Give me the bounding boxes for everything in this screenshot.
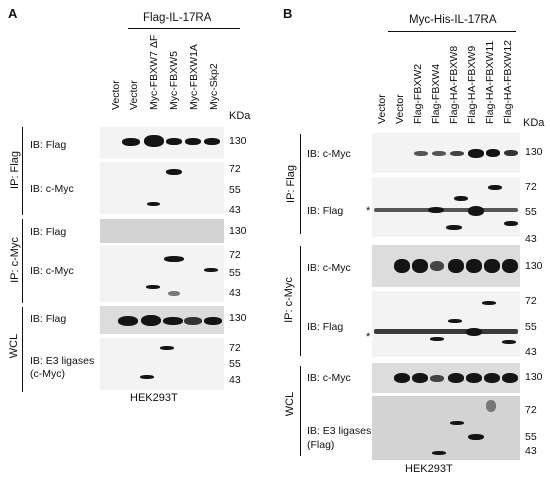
- blot-image: [100, 338, 224, 390]
- lane-label: Flag-FBXW4: [430, 63, 442, 124]
- group-label-wcl: WCL: [284, 391, 296, 417]
- mw-marker: 130: [229, 312, 247, 324]
- ib-label: IB: Flag: [30, 139, 67, 151]
- panel-b-lane-labels: Vector Vector Flag-FBXW2 Flag-FBXW4 Flag…: [374, 24, 534, 136]
- ib-label: IB: c-Myc: [307, 262, 351, 274]
- lane-label: Flag-HA-FBXW11: [484, 40, 496, 124]
- group-rule: [22, 307, 23, 392]
- mw-marker: 72: [525, 181, 537, 193]
- panel-b-construct: Myc-His-IL-17RA: [409, 14, 497, 26]
- panel-a-construct: Flag-IL-17RA: [143, 12, 212, 24]
- mw-marker: 130: [229, 225, 247, 237]
- mw-marker: 43: [229, 287, 241, 299]
- mw-marker: 130: [525, 146, 543, 158]
- mw-marker: 43: [525, 233, 537, 245]
- group-rule: [300, 246, 301, 356]
- panel-a-cell-line: HEK293T: [130, 392, 178, 404]
- lane-label: Flag-HA-FBXW12: [502, 39, 514, 124]
- lane-label: Vector: [376, 94, 388, 124]
- lane-label: Flag-HA-FBXW9: [466, 45, 478, 124]
- ib-label: IB: c-Myc: [30, 265, 74, 277]
- blot-image: [372, 291, 520, 357]
- group-rule: [22, 127, 23, 215]
- ib-label: IB: c-Myc: [307, 372, 351, 384]
- group-label-ip-flag: IP: Flag: [9, 151, 21, 189]
- panel-b-cell-line: HEK293T: [405, 463, 453, 475]
- mw-marker: 72: [525, 404, 537, 416]
- mw-marker: 130: [525, 260, 543, 272]
- nonspecific-star: *: [366, 205, 371, 217]
- blot-image: [372, 396, 520, 460]
- panel-b-kda: KDa: [523, 117, 545, 129]
- lane-label: Vector: [394, 94, 406, 124]
- mw-marker: 43: [229, 374, 241, 386]
- mw-marker: 72: [229, 249, 241, 261]
- ib-label: IB: Flag: [307, 321, 344, 333]
- blot-image: [100, 246, 224, 302]
- blot-image: [372, 177, 520, 237]
- group-rule: [300, 134, 301, 234]
- group-rule: [22, 219, 23, 303]
- panel-a-lane-labels: Vector Vector Myc-FBXW7 ΔF Myc-FBXW5 Myc…: [108, 10, 228, 122]
- ib-label: IB: E3 ligases: [30, 355, 95, 367]
- group-label-ip-flag: IP: Flag: [285, 165, 297, 203]
- ib-label: IB: Flag: [307, 205, 344, 217]
- mw-marker: 72: [229, 163, 241, 175]
- mw-marker: 130: [229, 135, 247, 147]
- ib-label-sub: (Flag): [307, 439, 335, 451]
- mw-marker: 43: [525, 445, 537, 457]
- ib-label-sub: (c-Myc): [30, 368, 65, 380]
- mw-marker: 72: [229, 342, 241, 354]
- lane-label: Vector: [128, 80, 140, 110]
- mw-marker: 43: [525, 346, 537, 358]
- lane-label: Myc-FBXW1A: [188, 44, 200, 110]
- nonspecific-star: *: [366, 331, 371, 343]
- mw-marker: 55: [525, 321, 537, 333]
- group-label-ip-cmyc: IP: c-Myc: [283, 277, 295, 323]
- blot-image: [372, 133, 520, 173]
- mw-marker: 55: [229, 358, 241, 370]
- lane-label: Vector: [110, 80, 122, 110]
- ib-label: IB: c-Myc: [307, 148, 351, 160]
- group-label-wcl: WCL: [8, 333, 20, 359]
- panel-b-construct-rule: [388, 31, 516, 32]
- ib-label: IB: Flag: [30, 226, 67, 238]
- panel-a-kda: KDa: [229, 110, 251, 122]
- lane-label: Flag-FBXW2: [412, 63, 424, 124]
- blot-image: [100, 219, 224, 243]
- mw-marker: 55: [229, 267, 241, 279]
- blot-image: [100, 306, 224, 334]
- ib-label: IB: Flag: [30, 313, 67, 325]
- panel-b-letter: B: [283, 6, 293, 21]
- panel-a-construct-rule: [128, 28, 240, 29]
- lane-label: Myc-FBXW7 ΔF: [148, 34, 160, 110]
- lane-label: Flag-HA-FBXW8: [448, 45, 460, 124]
- group-label-ip-cmyc: IP: c-Myc: [9, 237, 21, 283]
- mw-marker: 130: [525, 371, 543, 383]
- blot-image: [372, 245, 520, 287]
- mw-marker: 55: [525, 206, 537, 218]
- ib-label: IB: c-Myc: [30, 183, 74, 195]
- blot-image: [100, 162, 224, 214]
- lane-label: Myc-FBXW5: [168, 51, 180, 110]
- lane-label: Myc-Skp2: [208, 63, 220, 110]
- mw-marker: 43: [229, 204, 241, 216]
- blot-image: [372, 363, 520, 393]
- ib-label: IB: E3 ligases: [307, 425, 372, 437]
- mw-marker: 72: [525, 295, 537, 307]
- blot-image: [100, 127, 224, 159]
- mw-marker: 55: [229, 184, 241, 196]
- group-rule: [300, 366, 301, 456]
- mw-marker: 55: [525, 431, 537, 443]
- panel-a-letter: A: [8, 6, 18, 21]
